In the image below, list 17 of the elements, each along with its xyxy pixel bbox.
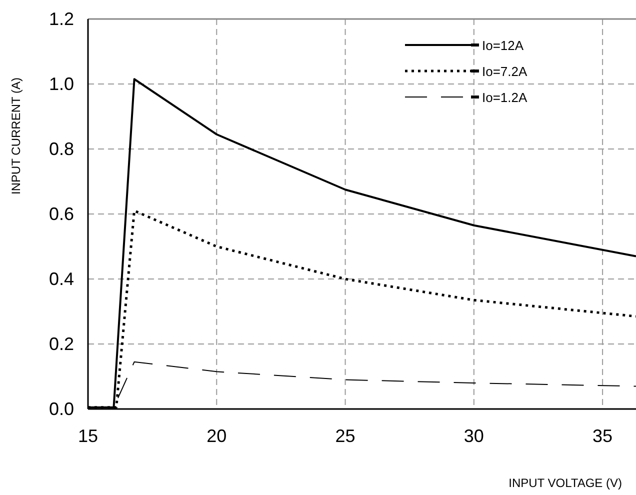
y-tick-label: 1.2 <box>48 9 74 29</box>
y-tick-label: 0.8 <box>48 139 74 159</box>
x-tick-label: 20 <box>206 426 227 446</box>
y-axis-title: INPUT CURRENT (A) <box>9 78 23 194</box>
legend-label: Io=12A <box>482 38 524 53</box>
x-tick-label: 35 <box>592 426 613 446</box>
y-tick-label: 0.6 <box>48 204 74 224</box>
x-tick-label: 30 <box>464 426 484 446</box>
y-tick-label: 0.2 <box>48 334 74 354</box>
legend-label: Io=1.2A <box>482 90 528 105</box>
y-tick-label: 1.0 <box>48 74 74 94</box>
x-axis-title: INPUT VOLTAGE (V) <box>508 476 622 490</box>
x-tick-label: 15 <box>78 426 98 446</box>
y-tick-label: 0.4 <box>48 269 74 289</box>
legend-label: Io=7.2A <box>482 64 528 79</box>
x-tick-label: 25 <box>335 426 356 446</box>
y-tick-label: 0.0 <box>48 399 74 419</box>
